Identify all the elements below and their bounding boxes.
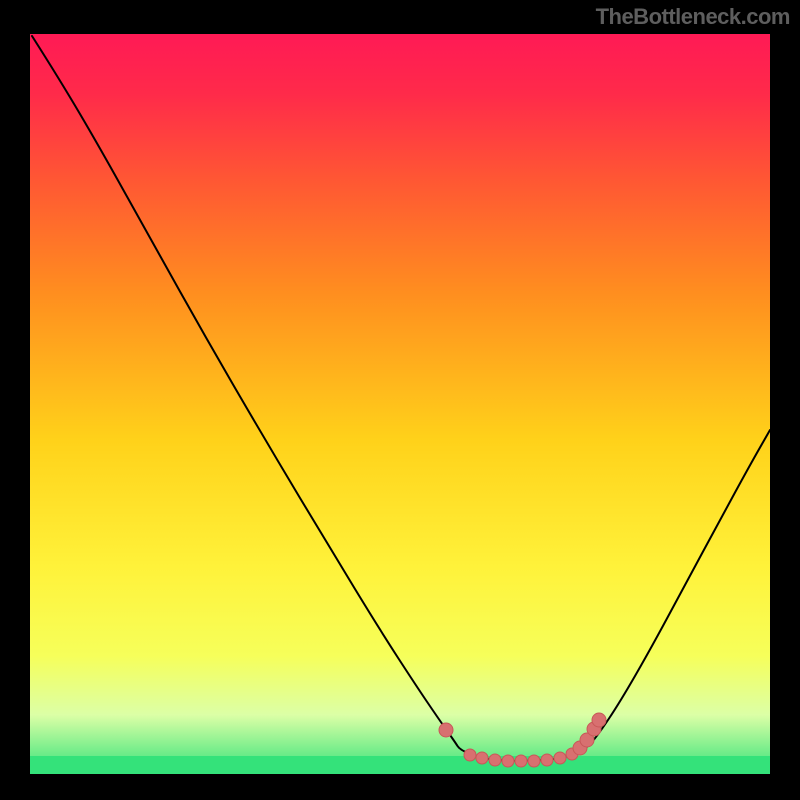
bottleneck-chart — [0, 0, 800, 800]
valley-marker — [489, 754, 501, 766]
valley-marker — [528, 755, 540, 767]
chart-stage: TheBottleneck.com — [0, 0, 800, 800]
valley-marker — [515, 755, 527, 767]
valley-marker — [502, 755, 514, 767]
valley-marker — [476, 752, 488, 764]
bottom-green-band — [30, 756, 770, 774]
valley-marker — [554, 752, 566, 764]
valley-marker — [439, 723, 453, 737]
attribution-text: TheBottleneck.com — [596, 4, 790, 30]
valley-marker — [541, 754, 553, 766]
valley-marker — [464, 749, 476, 761]
plot-background — [30, 34, 770, 774]
valley-marker — [592, 713, 606, 727]
